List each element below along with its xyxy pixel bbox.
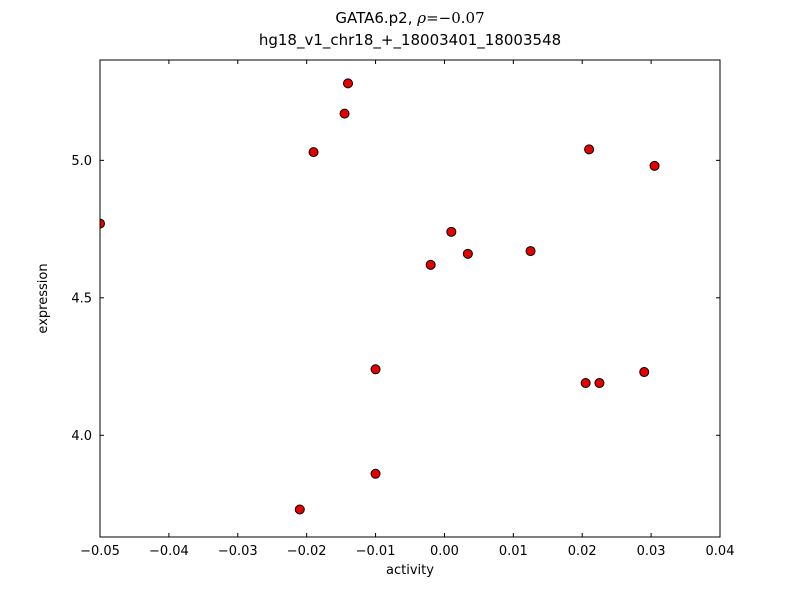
x-tick-label: 0.02 <box>568 544 597 559</box>
x-tick-label: −0.05 <box>80 544 120 559</box>
title-correlation-value: =−0.07 <box>426 9 485 27</box>
data-point <box>446 226 457 237</box>
chart-title-block: GATA6.p2, ρ=−0.07 hg18_v1_chr18_+_180034… <box>100 8 720 52</box>
x-tick-label: 0.03 <box>637 544 666 559</box>
x-tick-label: 0.04 <box>706 544 735 559</box>
title-gene-label: GATA6.p2, <box>335 9 418 27</box>
data-point <box>462 248 473 259</box>
data-point <box>294 504 305 515</box>
data-point <box>370 364 381 375</box>
x-tick-label: 0.00 <box>430 544 459 559</box>
y-tick-label: 4.0 <box>71 429 92 444</box>
chart-title: GATA6.p2, ρ=−0.07 <box>100 8 720 30</box>
data-point <box>308 147 319 158</box>
x-tick-label: −0.04 <box>149 544 189 559</box>
x-tick-label: −0.01 <box>356 544 396 559</box>
data-point <box>584 144 595 155</box>
chart-subtitle: hg18_v1_chr18_+_18003401_18003548 <box>258 30 562 49</box>
data-point <box>343 78 353 89</box>
data-point <box>639 367 650 378</box>
data-point <box>525 246 536 257</box>
x-tick-label: −0.02 <box>287 544 327 559</box>
x-tick-label: 0.01 <box>499 544 528 559</box>
data-point <box>594 378 605 389</box>
y-axis-label: expression <box>36 263 51 333</box>
x-axis-label: activity <box>386 563 434 578</box>
y-tick-label: 4.5 <box>71 291 92 306</box>
data-point <box>580 378 591 389</box>
data-point <box>370 468 381 479</box>
y-tick-label: 5.0 <box>71 154 92 169</box>
x-tick-label: −0.03 <box>218 544 258 559</box>
data-points-group <box>100 78 660 515</box>
data-point <box>100 218 105 229</box>
data-point <box>339 108 350 119</box>
axes-frame <box>99 59 721 538</box>
data-point <box>425 259 436 270</box>
data-point <box>649 160 660 171</box>
rho-symbol: ρ <box>417 9 427 27</box>
